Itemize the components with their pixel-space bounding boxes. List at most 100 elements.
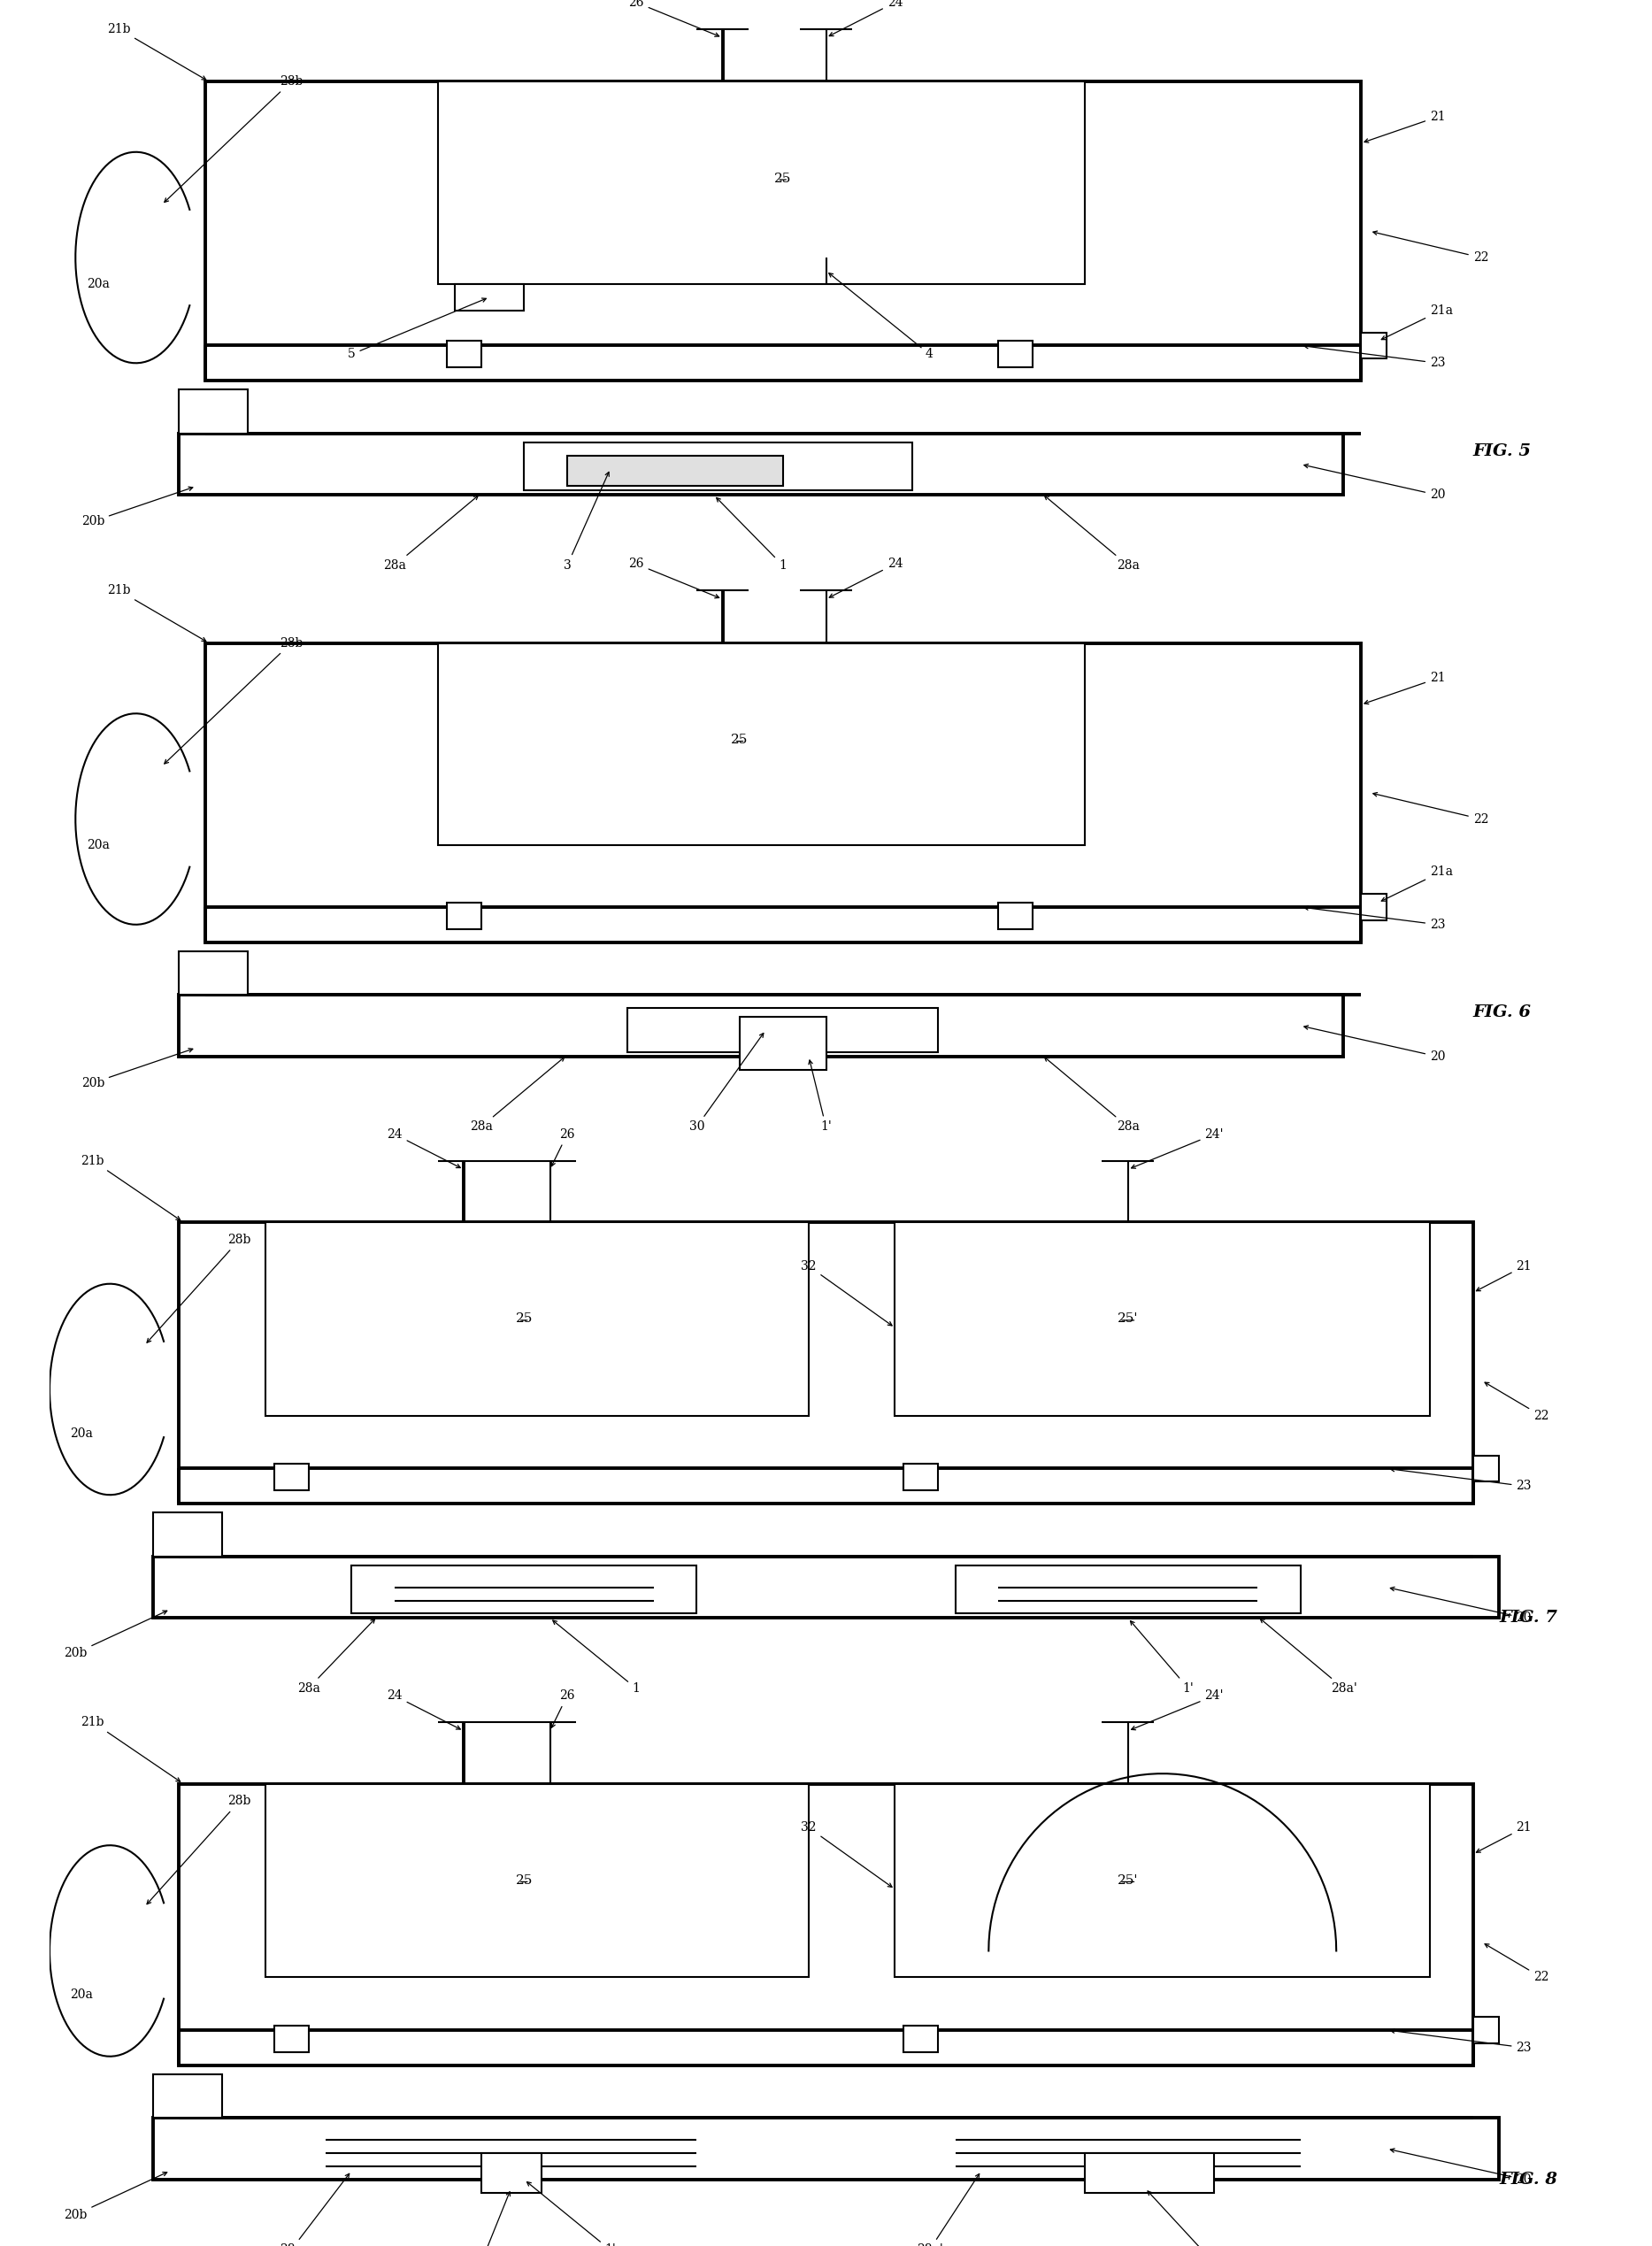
Text: 26: 26 (552, 1127, 575, 1166)
Bar (955, 1565, 1300, 1613)
Text: 28a': 28a' (1260, 1619, 1356, 1696)
Text: FIG. 5: FIG. 5 (1474, 442, 1531, 458)
Text: 21: 21 (1365, 672, 1446, 703)
Bar (481, 2154, 542, 2192)
Bar (904, 1464, 938, 1491)
Text: 1: 1 (553, 1619, 639, 1696)
Text: 3: 3 (563, 472, 610, 573)
Bar (567, 456, 783, 485)
Bar (998, 903, 1032, 930)
Text: 28a: 28a (279, 2174, 349, 2246)
Text: 21b: 21b (107, 22, 206, 81)
Text: 20b: 20b (64, 1610, 167, 1660)
Bar (205, 642, 1361, 943)
Bar (274, 2026, 309, 2053)
Bar (178, 433, 1343, 494)
Text: 20: 20 (1391, 2149, 1531, 2185)
Text: 25: 25 (515, 1312, 532, 1325)
Text: 24': 24' (1132, 1689, 1224, 1729)
Text: 28a: 28a (1044, 496, 1140, 573)
Text: 24': 24' (1132, 1127, 1224, 1168)
Bar (454, 283, 524, 310)
Text: 28a': 28a' (917, 2174, 980, 2246)
Bar (154, 1556, 1498, 1617)
Bar (1361, 332, 1386, 359)
Text: 20b: 20b (64, 2172, 167, 2221)
Bar (1474, 1455, 1498, 1482)
Text: 20a: 20a (69, 1988, 93, 2001)
Text: 20a: 20a (88, 279, 111, 290)
Bar (895, 1783, 1431, 1976)
Bar (446, 903, 481, 930)
Text: 21b: 21b (81, 1716, 180, 1781)
Text: FIG. 6: FIG. 6 (1474, 1004, 1531, 1020)
Text: 25: 25 (732, 734, 748, 746)
Text: 20b: 20b (81, 487, 193, 528)
Bar (178, 950, 248, 995)
Text: 21b: 21b (107, 584, 206, 642)
Text: 22: 22 (1373, 231, 1488, 263)
Text: 26: 26 (552, 1689, 575, 1727)
Text: 21: 21 (1477, 1822, 1531, 1853)
Bar (895, 1222, 1431, 1415)
Text: 25: 25 (515, 1873, 532, 1887)
Text: 25': 25' (1117, 1873, 1138, 1887)
Text: 1': 1' (808, 1060, 831, 1134)
Text: 28a: 28a (1044, 1058, 1140, 1134)
Text: 23: 23 (1391, 1467, 1531, 1491)
Text: 4: 4 (829, 274, 933, 362)
Bar (1085, 2154, 1214, 2192)
Text: 24: 24 (387, 1689, 461, 1729)
Text: 25': 25' (1117, 1312, 1138, 1325)
Bar (524, 442, 912, 490)
Bar (1361, 894, 1386, 921)
Text: 1: 1 (717, 499, 786, 573)
Text: 32: 32 (801, 1260, 892, 1325)
Text: 20a: 20a (69, 1426, 93, 1440)
Bar (266, 1783, 809, 1976)
Text: 23: 23 (1303, 344, 1446, 368)
Bar (154, 2073, 221, 2118)
Text: 21: 21 (1477, 1260, 1531, 1291)
Bar (274, 1464, 309, 1491)
Bar (178, 389, 248, 433)
Bar (266, 1222, 809, 1415)
Text: 21a: 21a (1381, 865, 1452, 901)
Text: 20b: 20b (81, 1049, 193, 1089)
Bar (904, 2026, 938, 2053)
Text: 22: 22 (1485, 1945, 1550, 1983)
Text: 1': 1' (1130, 1622, 1194, 1696)
Text: 26: 26 (628, 0, 719, 36)
Text: 26: 26 (628, 557, 719, 597)
Bar (352, 1565, 697, 1613)
Text: 23: 23 (1391, 2028, 1531, 2053)
Bar (998, 341, 1032, 368)
Text: 28b: 28b (147, 1795, 251, 1905)
Bar (438, 642, 1085, 844)
Text: 20: 20 (1303, 1026, 1446, 1062)
Text: 24: 24 (829, 0, 902, 36)
Text: 24: 24 (829, 557, 902, 597)
Bar (446, 341, 481, 368)
Text: 28a: 28a (469, 1058, 565, 1134)
Text: 20: 20 (1391, 1588, 1531, 1624)
Bar (178, 1222, 1474, 1505)
Text: 28a: 28a (383, 496, 477, 573)
Bar (740, 1017, 826, 1069)
Bar (205, 81, 1361, 380)
Text: 28a: 28a (297, 1619, 375, 1696)
Text: 22: 22 (1373, 793, 1488, 824)
Bar (438, 81, 1085, 283)
Text: 21a: 21a (1381, 303, 1452, 339)
Bar (1474, 2017, 1498, 2044)
Text: 28b: 28b (165, 638, 302, 764)
Bar (154, 1512, 221, 1556)
Text: 5: 5 (347, 299, 486, 362)
Text: 24: 24 (387, 1127, 461, 1168)
Bar (178, 1783, 1474, 2066)
Text: 32: 32 (801, 1822, 892, 1887)
Text: 21: 21 (1365, 110, 1446, 141)
Text: 10: 10 (1148, 2192, 1222, 2246)
Bar (628, 1008, 938, 1051)
Text: 15: 15 (472, 2192, 510, 2246)
